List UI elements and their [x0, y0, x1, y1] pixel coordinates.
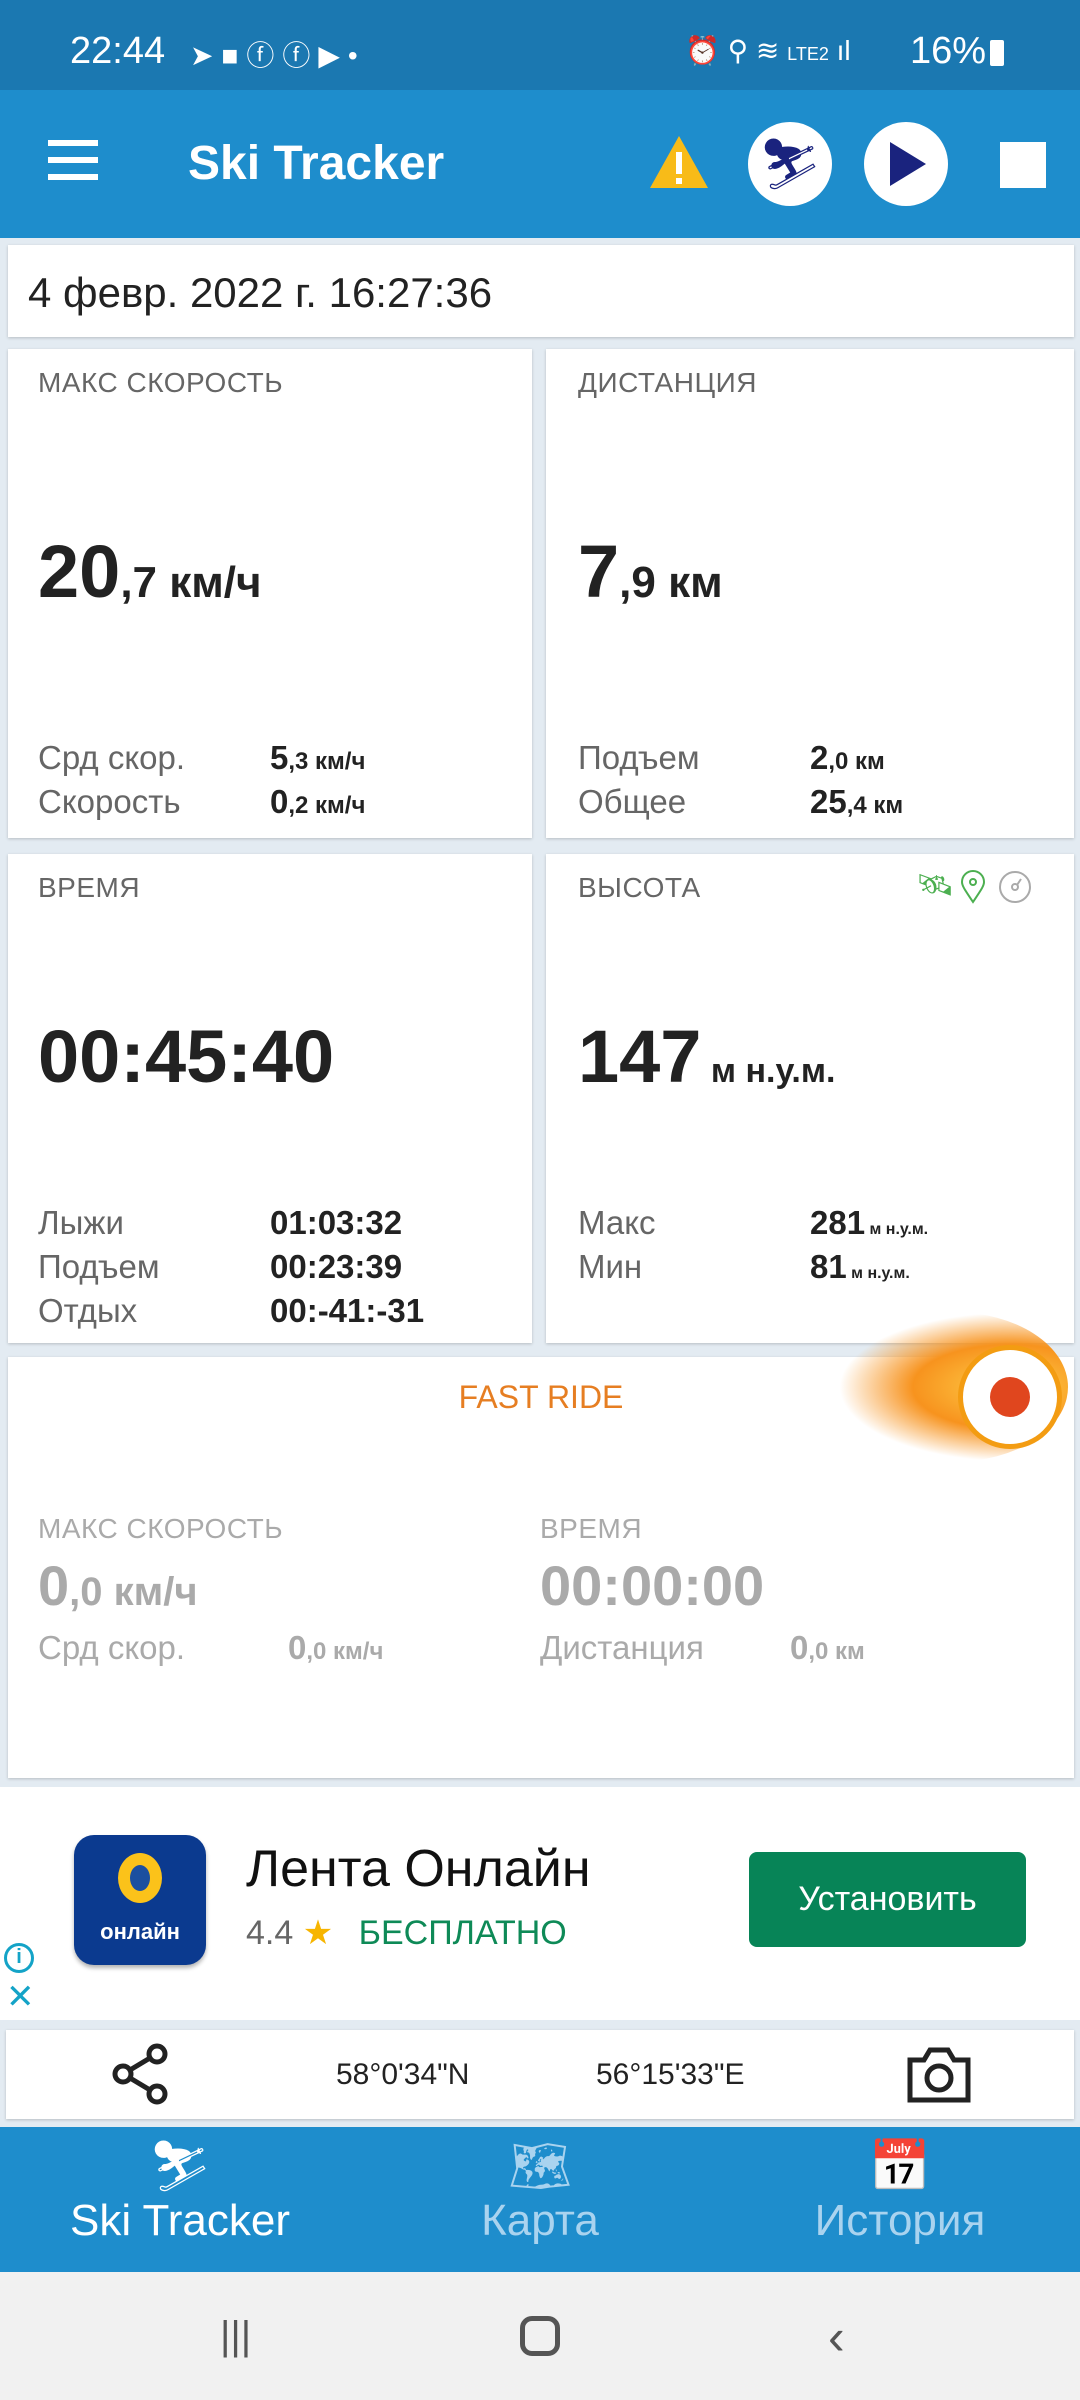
system-nav-bar: ||| ‹: [0, 2272, 1080, 2400]
ski-time-row: Лыжи 01:03:32: [38, 1204, 403, 1241]
total-distance-row: Общее 25,4 км: [578, 783, 904, 820]
fast-distance-row: Дистанция 0,0 км: [540, 1629, 865, 1666]
longitude: 56°15'33"E: [596, 2058, 745, 2091]
card-label: ВРЕМЯ: [38, 872, 141, 903]
notification-icons: ➤■ⓕⓕ▶•: [190, 40, 366, 71]
card-label: ДИСТАНЦИЯ: [578, 367, 758, 398]
ad-app-name: Лента Онлайн: [246, 1840, 591, 1898]
install-button[interactable]: Установить: [749, 1852, 1026, 1947]
rest-time-row: Отдых 00:-41:-31: [38, 1292, 425, 1329]
location-pin-icon: [960, 870, 986, 904]
app-title: Ski Tracker: [188, 137, 445, 190]
camera-icon[interactable]: [906, 2044, 972, 2104]
fast-ride-record-button[interactable]: [958, 1345, 1062, 1449]
ad-banner[interactable]: онлайн Лента Онлайн 4.4 ★ БЕСПЛАТНО Уста…: [0, 1787, 1080, 2020]
battery-percent: 16%: [910, 30, 987, 72]
lift-time-row: Подъем 00:23:39: [38, 1248, 403, 1285]
card-label: МАКС СКОРОСТЬ: [38, 367, 284, 398]
nav-history[interactable]: 📅 История: [720, 2127, 1080, 2272]
bottom-nav: ⛷ Ski Tracker 🗺 Карта 📅 История: [0, 2127, 1080, 2272]
record-icon: [990, 1377, 1030, 1417]
altitude-value: 147 м н.у.м.: [578, 1015, 836, 1098]
fast-ride-card: FAST RIDE МАКС СКОРОСТЬ 0,0 км/ч Срд ско…: [8, 1312, 1074, 1778]
ad-info-icon[interactable]: i: [4, 1943, 34, 1973]
status-bar: 22:44 ➤■ⓕⓕ▶• ⏰ ⚲ ≋ LTE2 ıl 16%: [0, 0, 1080, 90]
fast-ride-title: FAST RIDE: [458, 1379, 624, 1415]
session-date: 4 февр. 2022 г. 16:27:36: [28, 269, 493, 316]
calendar-clock-icon: 📅: [868, 2138, 932, 2194]
fast-time-label: ВРЕМЯ: [540, 1513, 643, 1544]
ad-rating: 4.4 ★ БЕСПЛАТНО: [246, 1914, 567, 1952]
ad-app-icon[interactable]: онлайн: [74, 1835, 206, 1965]
star-icon: ★: [302, 1914, 334, 1952]
barometer-icon: [999, 871, 1031, 903]
lift-distance-row: Подъем 2,0 км: [578, 739, 885, 776]
play-button[interactable]: [864, 122, 948, 206]
back-button[interactable]: ‹: [828, 2309, 845, 2365]
skier-icon: ⛷: [148, 2138, 212, 2194]
fast-max-speed-label: МАКС СКОРОСТЬ: [38, 1513, 284, 1544]
time-card: ВРЕМЯ 00:45:40 Лыжи 01:03:32 Подъем 00:23:…: [8, 854, 532, 1343]
battery-icon: [990, 40, 1004, 66]
max-altitude-row: Макс 281 м н.у.м.: [578, 1204, 929, 1241]
share-icon[interactable]: [111, 2042, 171, 2106]
distance-card: ДИСТАНЦИЯ 7,9 км Подъем 2,0 км Общее 25,4 …: [546, 349, 1074, 838]
fast-avg-speed-row: Срд скор. 0,0 км/ч: [38, 1629, 384, 1666]
fast-time-value: 00:00:00: [540, 1554, 765, 1617]
coordinates-bar: 58°0'34"N 56°15'33"E: [6, 2030, 1074, 2119]
ski-mode-button[interactable]: ⛷: [748, 122, 832, 206]
ad-close-icon[interactable]: ✕: [6, 1978, 35, 2016]
skier-icon: ⛷: [758, 135, 822, 192]
date-field: 4 февр. 2022 г. 16:27:36: [8, 245, 1074, 337]
recents-button[interactable]: |||: [220, 2314, 252, 2358]
current-speed-row: Скорость 0,2 км/ч: [38, 783, 366, 820]
altitude-card: ВЫСОТА 🛰 147 м н.у.м. Макс 281 м н.у.м. М…: [546, 854, 1074, 1343]
nav-ski-tracker[interactable]: ⛷ Ski Tracker: [0, 2127, 360, 2272]
status-time: 22:44: [70, 30, 166, 72]
time-value: 00:45:40: [38, 1015, 335, 1098]
satellite-icon: 🛰: [916, 869, 955, 902]
play-icon: [890, 142, 926, 186]
menu-icon[interactable]: [48, 140, 98, 180]
latitude: 58°0'34"N: [336, 2058, 470, 2091]
nav-map[interactable]: 🗺 Карта: [360, 2127, 720, 2272]
fast-max-speed-value: 0,0 км/ч: [38, 1554, 198, 1617]
system-status-icons: ⏰ ⚲ ≋ LTE2 ıl: [685, 35, 851, 66]
min-altitude-row: Мин 81 м н.у.м.: [578, 1248, 910, 1285]
stop-button[interactable]: [1000, 142, 1046, 188]
app-bar: Ski Tracker ⛷: [0, 90, 1080, 238]
max-speed-card: МАКС СКОРОСТЬ 20,7 км/ч Срд скор. 5,3 км/…: [8, 349, 532, 838]
avg-speed-row: Срд скор. 5,3 км/ч: [38, 739, 366, 776]
distance-value: 7,9 км: [578, 530, 723, 613]
max-speed-value: 20,7 км/ч: [38, 530, 262, 613]
card-label: ВЫСОТА: [578, 872, 701, 903]
home-button[interactable]: [520, 2316, 560, 2356]
warning-icon[interactable]: [648, 134, 710, 190]
map-icon: 🗺: [508, 2138, 572, 2194]
